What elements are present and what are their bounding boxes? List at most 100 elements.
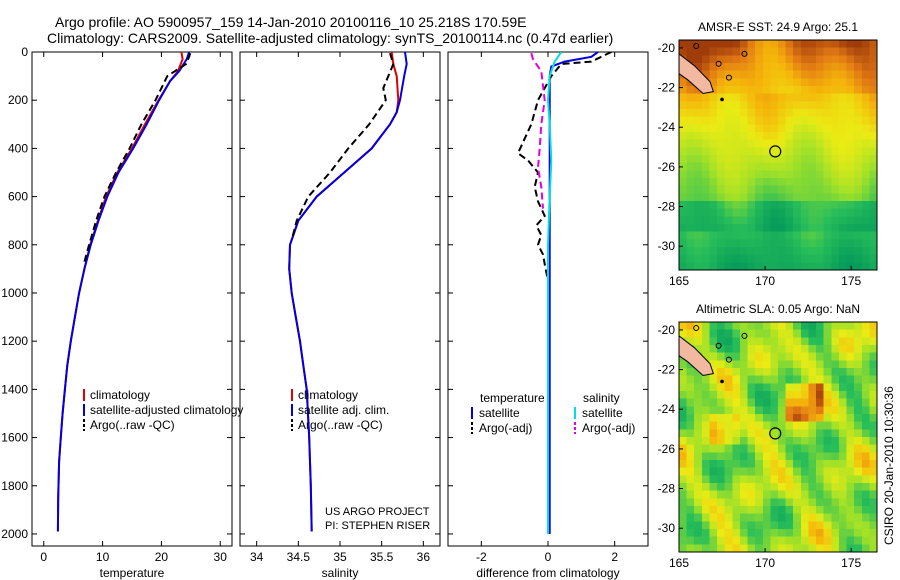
map-cell [762, 254, 771, 263]
map-cell [770, 406, 779, 415]
map-cell [808, 47, 817, 56]
map-cell [800, 460, 810, 469]
map-cell [838, 506, 848, 515]
map-cell [861, 170, 870, 179]
map-cell [778, 398, 787, 407]
map-cell [694, 193, 703, 202]
map-cell [861, 70, 870, 79]
map-cell [861, 452, 870, 461]
map-cell [861, 47, 870, 56]
map-cell [755, 498, 764, 507]
map-cell [762, 406, 771, 415]
map-cell [854, 406, 863, 415]
map-cell [739, 93, 749, 102]
map-cell [739, 185, 749, 194]
map-cell [694, 521, 703, 530]
map-cell [778, 139, 787, 148]
map-cell [717, 55, 726, 64]
map-cell [800, 86, 810, 95]
map-cell [861, 147, 870, 156]
map-cell [701, 185, 711, 194]
map-cell [816, 498, 825, 507]
map-cell [854, 109, 863, 118]
map-cell [709, 231, 718, 240]
map-cell [762, 93, 771, 102]
map-cell [869, 55, 878, 64]
map-cell [732, 506, 741, 515]
map-cell [854, 421, 863, 430]
map-cell [717, 460, 726, 469]
map-cell [732, 178, 741, 187]
map-cell [747, 352, 756, 361]
map-cell [762, 216, 771, 225]
map-cell [854, 345, 863, 354]
map-cell [762, 70, 771, 79]
map-cell [717, 498, 726, 507]
map-cell [709, 383, 718, 392]
map-cell [823, 391, 832, 400]
map-cell [724, 544, 733, 553]
map-cell [679, 490, 688, 499]
map-cell [869, 498, 878, 507]
map-cell [861, 414, 870, 423]
map-cell [808, 406, 817, 415]
map-cell [732, 467, 741, 476]
map-cell [724, 521, 733, 530]
map-cell [854, 498, 863, 507]
map-cell [679, 475, 688, 484]
map-cell [785, 147, 794, 156]
map-cell [831, 483, 840, 492]
map-cell [869, 483, 878, 492]
map-cell [823, 544, 832, 553]
map-cell [732, 322, 741, 331]
credit-line-2: PI: STEPHEN RISER [325, 520, 431, 532]
map-cell [823, 322, 832, 331]
map-cell [816, 406, 825, 415]
map-cell [732, 483, 741, 492]
map-cell [755, 352, 764, 361]
map-cell [808, 513, 817, 522]
map-cell [846, 322, 855, 331]
map-cell [816, 254, 825, 263]
map-cell [785, 55, 794, 64]
map-cell [770, 55, 779, 64]
map-cell [793, 231, 802, 240]
map-cell [778, 63, 787, 72]
map-cell [778, 109, 787, 118]
map-cell [838, 55, 848, 64]
map-cell [816, 231, 825, 240]
map-cell [724, 406, 733, 415]
map-xtick-label: 175 [841, 274, 861, 288]
map-cell [747, 513, 756, 522]
map-cell [762, 360, 771, 369]
map-cell [717, 170, 726, 179]
map-cell [739, 391, 749, 400]
map-cell [701, 521, 711, 530]
map-cell [808, 414, 817, 423]
map-cell [808, 132, 817, 141]
map-cell [694, 398, 703, 407]
map-cell [808, 467, 817, 476]
map-cell [679, 406, 688, 415]
map-cell [709, 337, 718, 346]
map-cell [770, 322, 779, 331]
map-cell [861, 193, 870, 202]
map-cell [686, 40, 695, 49]
map-cell [838, 254, 848, 263]
map-cell [770, 139, 779, 148]
map-cell [709, 406, 718, 415]
map-cell [823, 490, 832, 499]
map-cell [694, 391, 703, 400]
map-cell [762, 124, 771, 133]
map-cell [724, 147, 733, 156]
map-ytick-label: -22 [658, 363, 676, 377]
map-cell [846, 262, 855, 271]
map-cell [755, 375, 764, 384]
map-cell [770, 254, 779, 263]
map-cell [778, 247, 787, 256]
map-cell [709, 86, 718, 95]
map-cell [816, 536, 825, 545]
map-cell [846, 162, 855, 171]
temperature-xtick-label: 20 [155, 550, 169, 564]
map-cell [739, 239, 749, 248]
